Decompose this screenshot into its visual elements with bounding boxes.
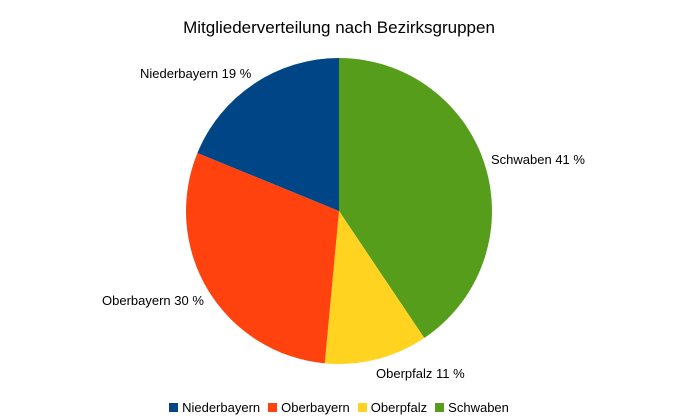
legend-item-oberbayern: Oberbayern: [268, 400, 350, 415]
legend-label-niederbayern: Niederbayern: [182, 400, 261, 415]
legend-swatch-oberpfalz: [357, 403, 367, 412]
pie-slice-niederbayern: [197, 58, 339, 211]
legend-label-oberpfalz: Oberpfalz: [370, 400, 428, 415]
pie-slice-oberpfalz: [324, 211, 425, 364]
legend: Niederbayern Oberbayern Oberpfalz Schwab…: [0, 400, 678, 415]
slice-label-niederbayern: Niederbayern 19 %: [140, 66, 252, 81]
pie-slice-schwaben: [339, 58, 493, 339]
pie-slice-oberbayern: [186, 153, 339, 364]
chart-title: Mitgliederverteilung nach Bezirksgruppen: [183, 18, 495, 37]
legend-item-schwaben: Schwaben: [435, 400, 509, 415]
slice-label-schwaben: Schwaben 41 %: [491, 152, 585, 167]
legend-label-schwaben: Schwaben: [448, 400, 509, 415]
slice-label-oberbayern: Oberbayern 30 %: [102, 293, 204, 308]
legend-swatch-niederbayern: [169, 403, 179, 412]
legend-item-oberpfalz: Oberpfalz: [357, 400, 428, 415]
legend-swatch-oberbayern: [268, 403, 278, 412]
legend-label-oberbayern: Oberbayern: [281, 400, 350, 415]
legend-item-niederbayern: Niederbayern: [169, 400, 260, 415]
slice-label-oberpfalz: Oberpfalz 11 %: [376, 366, 465, 381]
legend-swatch-schwaben: [435, 403, 445, 412]
